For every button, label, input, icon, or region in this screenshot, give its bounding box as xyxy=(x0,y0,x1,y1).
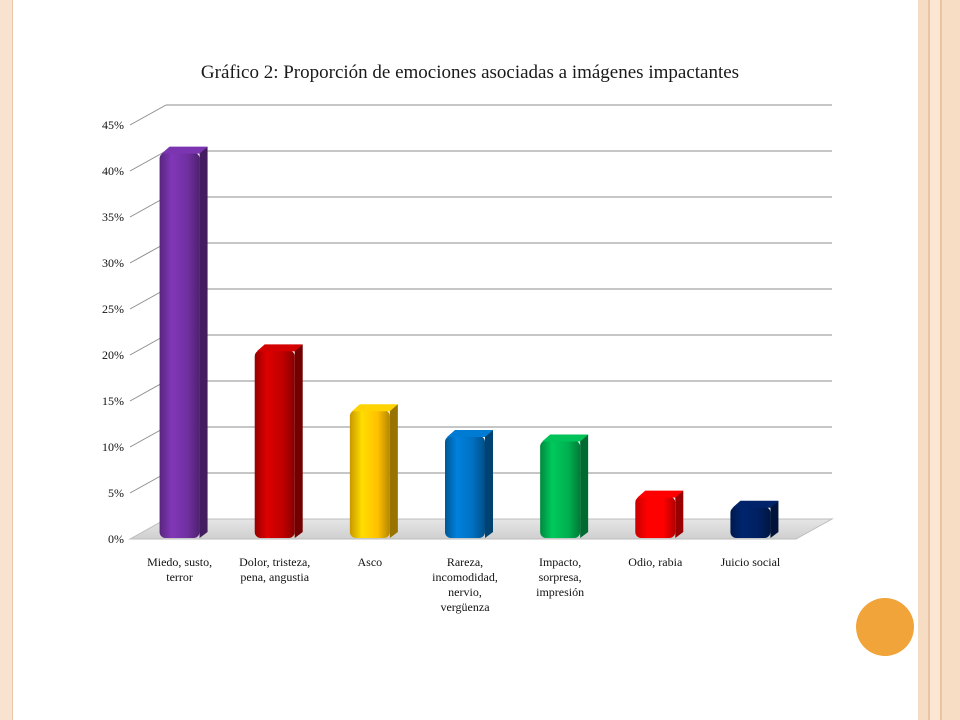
bar-front xyxy=(635,496,676,538)
x-category-label: Miedo, susto, terror xyxy=(147,555,212,584)
gridline-diagonal xyxy=(129,150,167,172)
bar xyxy=(349,404,398,538)
chart-title: Gráfico 2: Proporción de emociones asoci… xyxy=(200,62,740,83)
y-tick-label: 0% xyxy=(108,532,124,546)
bar xyxy=(635,490,684,538)
y-tick-label: 5% xyxy=(108,486,124,500)
bar-side xyxy=(675,490,684,538)
bar-front xyxy=(159,152,200,538)
x-category-label: Impacto, sorpresa, impresión xyxy=(536,555,584,599)
decorative-circle xyxy=(856,598,914,656)
bar-front xyxy=(540,440,581,538)
y-tick-label: 10% xyxy=(102,440,124,454)
bar-front xyxy=(254,350,295,538)
gridline-diagonal xyxy=(129,104,167,126)
bar-side xyxy=(389,404,398,538)
y-tick-label: 45% xyxy=(102,118,124,132)
bar xyxy=(540,434,589,538)
y-tick-label: 20% xyxy=(102,348,124,362)
bar-side xyxy=(199,146,208,538)
bar-top xyxy=(732,500,779,508)
bar xyxy=(445,429,493,538)
bar xyxy=(159,146,208,538)
bar-side xyxy=(580,434,589,538)
bar-top xyxy=(447,429,493,437)
y-tick-label: 15% xyxy=(102,394,124,408)
bar-top xyxy=(161,146,208,154)
x-category-label: Rareza, incomodidad, nervio, vergüenza xyxy=(432,555,498,614)
bar-front xyxy=(730,506,771,538)
bar-side xyxy=(294,344,303,538)
bar-top xyxy=(637,490,684,498)
x-category-label: Asco xyxy=(358,555,383,569)
bar-top xyxy=(542,434,589,442)
bar xyxy=(254,344,303,538)
bar-front xyxy=(445,435,485,538)
bar-side xyxy=(485,429,493,538)
bar-top xyxy=(256,344,303,352)
x-category-label: Odio, rabia xyxy=(628,555,683,569)
bar-top xyxy=(351,404,398,412)
slide-border-right xyxy=(918,0,960,720)
slide-border-left xyxy=(0,0,13,720)
bar-front xyxy=(349,410,390,538)
x-category-label: Dolor, tristeza, pena, angustia xyxy=(239,555,310,584)
y-tick-label: 30% xyxy=(102,256,124,270)
y-tick-label: 40% xyxy=(102,164,124,178)
bar-side xyxy=(770,500,779,538)
y-tick-label: 25% xyxy=(102,302,124,316)
y-tick-label: 35% xyxy=(102,210,124,224)
bar xyxy=(730,500,779,538)
x-category-label: Juicio social xyxy=(721,555,781,569)
